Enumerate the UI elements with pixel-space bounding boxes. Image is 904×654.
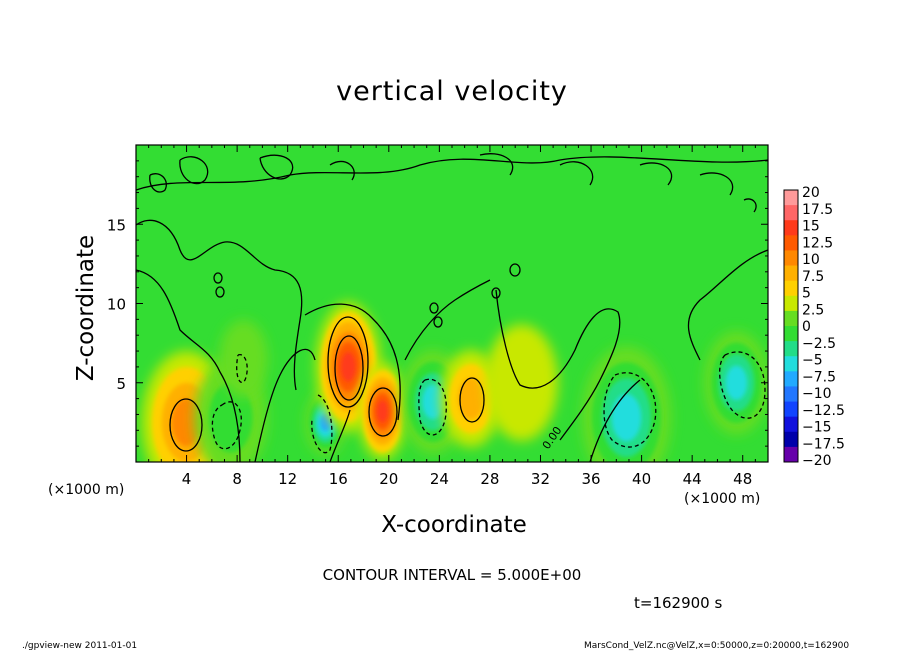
feature-level [485,324,558,441]
feature-level [219,320,268,398]
x-tick-label: 8 [232,470,242,488]
colorbar-band [784,446,798,463]
x-tick-label: 28 [480,470,499,488]
colorbar-band [784,416,798,433]
colorbar-tick-label: 5 [802,286,811,302]
y-tick-label: 15 [107,216,126,234]
x-tick-label: 40 [632,470,651,488]
y-tick-label: 5 [116,375,126,393]
footer-left-text: ./gpview-new 2011-01-01 [22,641,138,651]
colorbar-tick-label: 10 [802,252,820,268]
feature-level [457,377,484,420]
feature-level [725,365,748,401]
colorbar-band [784,265,798,282]
feature-level [611,393,642,442]
colorbar-band [784,295,798,312]
colorbar-tick-label: 2.5 [802,302,824,318]
x-axis: 4 8 12 16 20 24 28 32 36 40 44 48 [148,145,756,488]
velocity-feature [485,324,558,441]
colorbar-band [784,356,798,372]
contour-lines [136,153,768,462]
x-unit-label-right: (×1000 m) [684,491,761,507]
feature-level [340,352,356,382]
x-tick-label: 20 [379,470,398,488]
feature-level [320,413,332,432]
colorbar-band [784,401,798,418]
feature-level [422,384,444,420]
colorbar-band [784,386,798,402]
colorbar-band [784,220,798,236]
colorbar-tick-label: −10 [802,386,832,402]
x-unit-label-left: (×1000 m) [48,482,125,498]
velocity-feature [704,330,768,435]
colorbar-tick-label: 20 [802,185,820,201]
y-axis: 5 10 15 [107,160,768,447]
colorbar-tick-label: 15 [802,219,820,235]
colorbar-tick-label: −15 [802,420,832,436]
colorbar-band [784,280,798,297]
colorbar-tick-label: 0 [802,319,811,335]
velocity-feature [581,346,671,462]
x-tick-label: 24 [430,470,449,488]
contour-interval-text: CONTOUR INTERVAL = 5.000E+00 [322,566,582,584]
velocity-feature [358,362,407,460]
x-tick-label: 48 [733,470,752,488]
colorbar-band [784,250,798,266]
colorbar-band [784,235,798,251]
x-tick-label: 36 [581,470,600,488]
colorbar-tick-label: −2.5 [802,336,836,352]
colorbar-tick-label: 12.5 [802,235,833,251]
colorbar: 2017.51512.5107.552.50−2.5−5−7.5−10−12.5… [783,185,845,469]
velocity-features [142,302,768,462]
colorbar-tick-label: 7.5 [802,269,824,285]
time-label: t=162900 s [634,594,723,612]
colorbar-band [784,190,798,206]
chart-title: vertical velocity [336,76,568,107]
colorbar-band [784,371,798,387]
colorbar-band [784,341,798,357]
colorbar-tick-label: −20 [802,453,832,469]
velocity-feature [219,320,268,398]
colorbar-band [784,326,798,342]
x-tick-label: 12 [278,470,297,488]
x-tick-label: 32 [531,470,550,488]
x-axis-label: X-coordinate [381,512,527,538]
colorbar-frame [783,189,799,463]
colorbar-tick-label: −5 [802,353,823,369]
y-tick-label: 10 [107,296,126,314]
feature-level [171,398,202,447]
colorbar-band [784,310,798,327]
colorbar-tick-label: −7.5 [802,369,836,385]
x-tick-label: 4 [182,470,192,488]
x-tick-label: 44 [683,470,702,488]
colorbar-band [784,431,798,448]
x-tick-label: 16 [329,470,348,488]
colorbar-tick-label: −12.5 [802,403,845,419]
footer-right-text: MarsCond_VelZ.nc@VelZ,x=0:50000,z=0:2000… [584,641,850,651]
colorbar-tick-label: 17.5 [802,202,833,218]
colorbar-band [784,205,798,221]
colorbar-tick-label: −17.5 [802,436,845,452]
feature-level [376,400,389,423]
feature-level [209,382,253,453]
